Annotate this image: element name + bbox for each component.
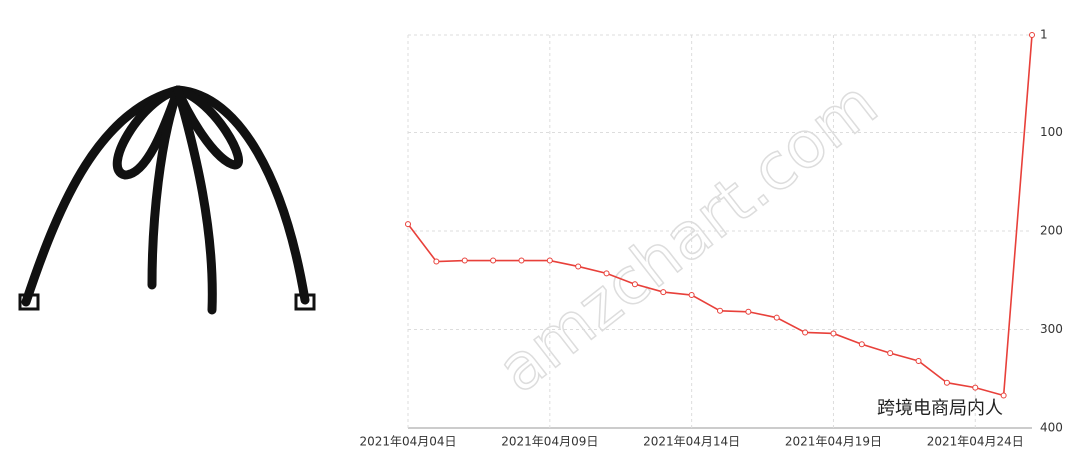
point	[433, 258, 440, 265]
x-tick-label: 2021年04月14日	[643, 435, 740, 449]
point	[887, 350, 894, 357]
point	[745, 308, 752, 315]
point	[631, 281, 638, 288]
point	[830, 330, 837, 337]
point	[858, 341, 865, 348]
point	[972, 384, 979, 391]
point	[802, 329, 809, 336]
x-tick-label: 2021年04月24日	[927, 435, 1024, 449]
y-tick-label: 100	[1040, 125, 1063, 139]
y-tick-label: 200	[1040, 224, 1063, 238]
point	[461, 257, 468, 264]
point	[575, 263, 582, 270]
point	[915, 358, 922, 365]
product-image	[18, 85, 316, 315]
point	[943, 379, 950, 386]
brand-label: 跨境电商局内人	[877, 398, 1003, 419]
point	[1000, 392, 1007, 399]
point	[490, 257, 497, 264]
point	[405, 221, 411, 228]
watermark: amzchart.com	[484, 67, 891, 408]
point	[660, 289, 667, 296]
point	[688, 292, 695, 299]
y-tick-label: 1	[1040, 28, 1048, 42]
point	[1029, 32, 1035, 38]
x-tick-label: 2021年04月09日	[501, 435, 598, 449]
x-tick-label: 2021年04月19日	[785, 435, 882, 449]
x-tick-label: 2021年04月04日	[359, 435, 456, 449]
point	[518, 257, 525, 264]
point	[603, 270, 610, 277]
y-tick-label: 300	[1040, 322, 1063, 336]
point	[717, 307, 723, 314]
point	[546, 257, 553, 264]
y-tick-label: 400	[1040, 421, 1063, 435]
point	[773, 314, 780, 321]
